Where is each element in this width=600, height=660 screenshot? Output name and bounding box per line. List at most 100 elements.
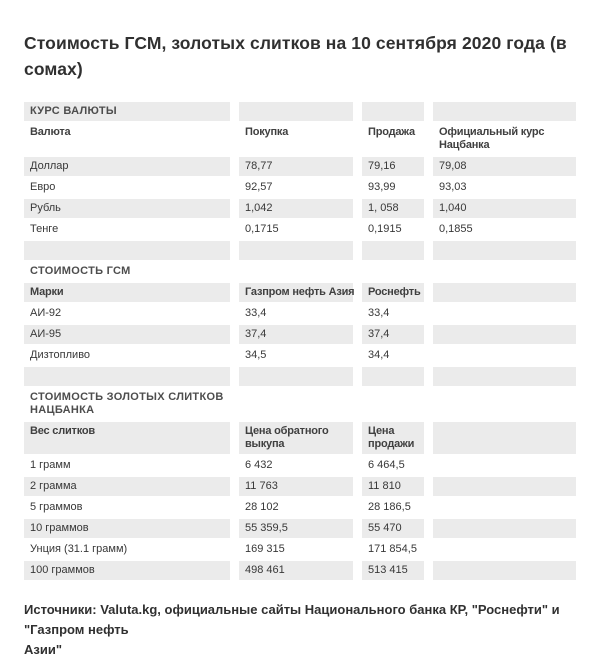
cell: 0,1915 (368, 223, 402, 235)
cell: КУРС ВАЛЮТЫ (24, 102, 230, 121)
table-row: АИ-92 33,4 33,4 (24, 304, 576, 323)
cell (433, 422, 576, 454)
cell: Валюта (30, 126, 71, 138)
cell: 6 432 (245, 459, 273, 471)
separator-cell (362, 367, 424, 386)
cell (433, 388, 576, 420)
cell (433, 283, 576, 302)
cell: 79,16 (362, 157, 424, 176)
cell (433, 304, 576, 323)
table-row: 2 грамма 11 763 11 810 (24, 477, 576, 496)
cell: Продажа (368, 126, 415, 138)
cell (433, 262, 576, 281)
table-row: АИ-95 37,4 37,4 (24, 325, 576, 344)
cell: 11 763 (239, 477, 353, 496)
cell (362, 102, 424, 121)
table-row: 1 грамм 6 432 6 464,5 (24, 456, 576, 475)
cell: Тенге (30, 223, 59, 235)
cell: 79,08 (433, 157, 576, 176)
cell: 513 415 (362, 561, 424, 580)
cell: Дизтопливо (30, 349, 91, 361)
cell: 33,4 (245, 307, 267, 319)
cell: Рубль (24, 199, 230, 218)
separator-cell (362, 241, 424, 260)
cell: 78,77 (239, 157, 353, 176)
cell: 6 464,5 (368, 459, 405, 471)
table-row: Евро 92,57 93,99 93,03 (24, 178, 576, 197)
cell (239, 262, 353, 281)
cell: Цена продажи (362, 422, 424, 454)
table-row: Рубль 1,042 1, 058 1,040 (24, 199, 576, 218)
cell: 33,4 (368, 307, 390, 319)
cell (433, 561, 576, 580)
section-title-row: СТОИМОСТЬ ГСМ (24, 262, 576, 281)
separator-cell (239, 241, 353, 260)
cell (362, 388, 424, 420)
table-row: 10 граммов 55 359,5 55 470 (24, 519, 576, 538)
cell (433, 477, 576, 496)
cell: СТОИМОСТЬ ЗОЛОТЫХ СЛИТКОВ НАЦБАНКА (30, 391, 224, 416)
cell (239, 388, 353, 420)
cell: 37,4 (239, 325, 353, 344)
separator-cell (433, 367, 576, 386)
separator-cell (239, 367, 353, 386)
table-row: Доллар 78,77 79,16 79,08 (24, 157, 576, 176)
page-title: Стоимость ГСМ, золотых слитков на 10 сен… (24, 33, 567, 79)
cell: 498 461 (239, 561, 353, 580)
cell: 5 граммов (30, 501, 83, 513)
separator-row (24, 367, 576, 386)
cell (433, 456, 576, 475)
table-row: Унция (31.1 грамм) 169 315 171 854,5 (24, 540, 576, 559)
cell (433, 325, 576, 344)
cell: Вес слитков (24, 422, 230, 454)
cell: Газпром нефть Азия (239, 283, 355, 302)
separator-cell (24, 241, 230, 260)
cell: 37,4 (362, 325, 424, 344)
table-row: 100 граммов 498 461 513 415 (24, 561, 576, 580)
section-title-row: КУРС ВАЛЮТЫ (24, 102, 576, 121)
cell: АИ-95 (24, 325, 230, 344)
cell: АИ-92 (30, 307, 62, 319)
cell: Унция (31.1 грамм) (30, 543, 128, 555)
cell: 0,1855 (439, 223, 473, 235)
cell: Марки (24, 283, 230, 302)
cell: 28 186,5 (368, 501, 411, 513)
rates-tables: КУРС ВАЛЮТЫ Валюта Покупка Продажа Официальн… (24, 102, 576, 580)
cell: 34,4 (368, 349, 390, 361)
cell: 1, 058 (362, 199, 424, 218)
cell: 55 359,5 (239, 519, 353, 538)
column-header-row: Валюта Покупка Продажа Официальный курс Нац… (24, 123, 576, 155)
cell: 10 граммов (24, 519, 230, 538)
cell: 1,042 (239, 199, 353, 218)
cell: 100 граммов (24, 561, 230, 580)
cell (239, 102, 353, 121)
cell: 2 грамма (24, 477, 230, 496)
column-header-row: Марки Газпром нефть Азия Роснефть (24, 283, 576, 302)
section-title-row: СТОИМОСТЬ ЗОЛОТЫХ СЛИТКОВ НАЦБАНКА (24, 388, 576, 420)
cell: 55 470 (362, 519, 424, 538)
cell: СТОИМОСТЬ ГСМ (30, 265, 131, 277)
cell (433, 498, 576, 517)
cell: 11 810 (362, 477, 424, 496)
cell: Официальный курс Нацбанка (439, 126, 545, 151)
cell (433, 346, 576, 365)
cell: 93,03 (439, 181, 467, 193)
cell: 28 102 (245, 501, 279, 513)
cell: 92,57 (245, 181, 273, 193)
separator-cell (433, 241, 576, 260)
separator-row (24, 241, 576, 260)
cell: Цена обратного выкупа (239, 422, 353, 454)
table-row: Тенге 0,1715 0,1915 0,1855 (24, 220, 576, 239)
cell: 169 315 (245, 543, 285, 555)
cell: 171 854,5 (368, 543, 417, 555)
cell (433, 102, 576, 121)
cell: 93,99 (368, 181, 396, 193)
cell: Доллар (24, 157, 230, 176)
table-row: 5 граммов 28 102 28 186,5 (24, 498, 576, 517)
cell (433, 519, 576, 538)
cell (362, 262, 424, 281)
cell: Евро (30, 181, 56, 193)
cell: 34,5 (245, 349, 267, 361)
cell: 1,040 (433, 199, 576, 218)
